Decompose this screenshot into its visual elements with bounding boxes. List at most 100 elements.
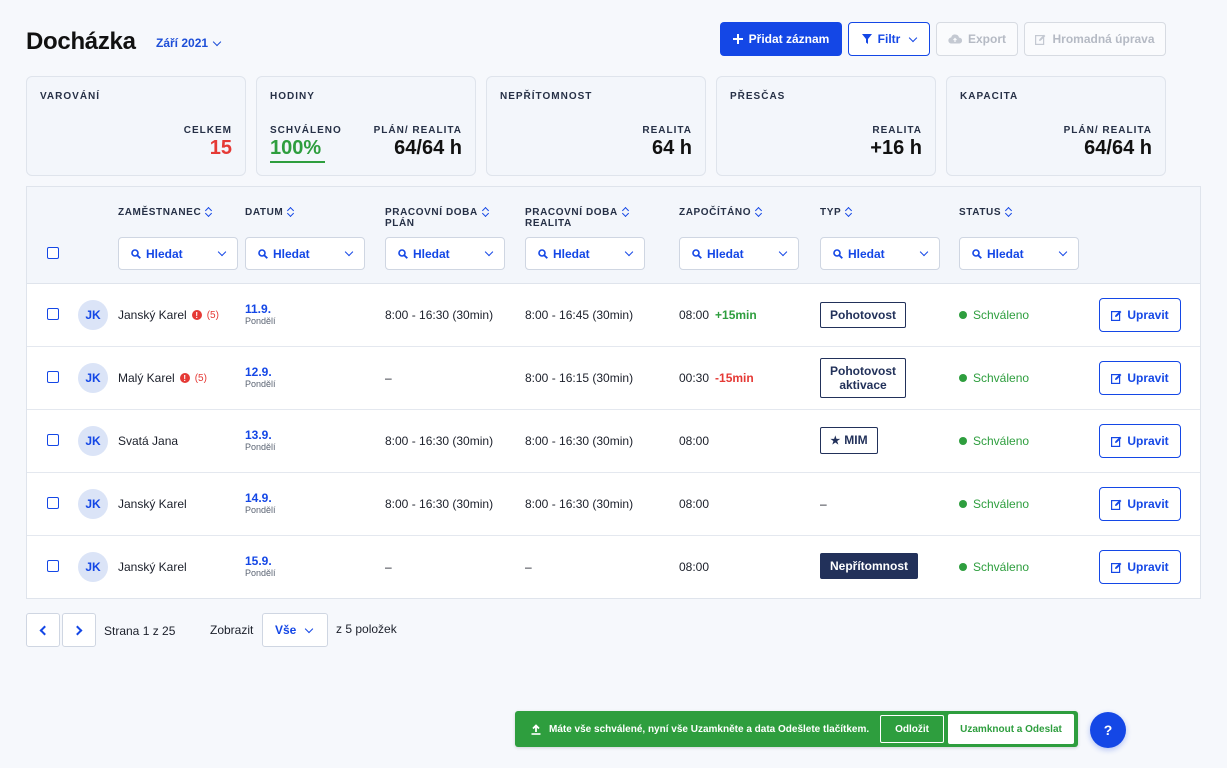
chevron-down-icon bbox=[344, 247, 354, 257]
day-name: Pondělí bbox=[245, 568, 276, 578]
column-status[interactable]: STATUS bbox=[959, 207, 1013, 218]
card-label: CELKEM bbox=[183, 125, 232, 136]
edit-icon bbox=[1035, 34, 1046, 45]
sort-icon bbox=[1005, 207, 1013, 217]
counted-cell: 08:00 +15min bbox=[679, 308, 757, 322]
sort-icon bbox=[755, 207, 763, 217]
warning-icon[interactable]: ! bbox=[179, 373, 190, 383]
counted-search[interactable]: Hledat bbox=[679, 237, 799, 270]
chevron-down-icon bbox=[217, 247, 227, 257]
page-title: Docházka bbox=[26, 28, 136, 55]
period-label: Září 2021 bbox=[156, 36, 209, 50]
chevron-down-icon bbox=[919, 247, 929, 257]
employee-name: Svatá Jana bbox=[118, 434, 179, 448]
column-date-label: DATUM bbox=[245, 207, 284, 218]
date-cell: 12.9. Pondělí bbox=[245, 365, 276, 389]
chevron-down-icon bbox=[305, 624, 314, 633]
search-icon bbox=[258, 248, 268, 259]
filter-button[interactable]: Filtr bbox=[848, 22, 930, 56]
row-checkbox[interactable] bbox=[47, 308, 59, 320]
column-real-label: PRACOVNÍ DOBA bbox=[525, 207, 618, 218]
date-value[interactable]: 14.9. bbox=[245, 491, 272, 505]
next-page-button[interactable] bbox=[62, 613, 96, 647]
date-value[interactable]: 15.9. bbox=[245, 554, 272, 568]
date-value[interactable]: 13.9. bbox=[245, 428, 272, 442]
edit-label: Upravit bbox=[1127, 308, 1169, 322]
status-search[interactable]: Hledat bbox=[959, 237, 1079, 270]
date-cell: 11.9. Pondělí bbox=[245, 302, 276, 326]
row-checkbox[interactable] bbox=[47, 497, 59, 509]
help-button[interactable]: ? bbox=[1090, 712, 1126, 748]
page-size-value: Vše bbox=[275, 623, 297, 637]
type-sublabel: aktivace bbox=[839, 378, 887, 392]
add-record-button[interactable]: Přidat záznam bbox=[720, 22, 842, 56]
search-icon bbox=[692, 248, 702, 259]
type-empty: – bbox=[820, 497, 827, 511]
edit-button[interactable]: Upravit bbox=[1099, 487, 1181, 521]
column-plan-label: PRACOVNÍ DOBA bbox=[385, 207, 478, 218]
employee-name: Malý Karel bbox=[118, 371, 175, 385]
plan-cell: 8:00 - 16:30 (30min) bbox=[385, 308, 494, 322]
row-checkbox[interactable] bbox=[47, 371, 59, 383]
status-dot-icon bbox=[959, 311, 967, 319]
prev-page-button[interactable] bbox=[26, 613, 60, 647]
postpone-button[interactable]: Odložit bbox=[880, 715, 944, 743]
counted-value: 08:00 bbox=[679, 497, 710, 511]
avatar: JK bbox=[78, 363, 108, 393]
column-plan[interactable]: PRACOVNÍ DOBA PLÁN bbox=[385, 207, 490, 229]
column-status-label: STATUS bbox=[959, 207, 1002, 218]
search-placeholder: Hledat bbox=[413, 246, 450, 261]
status-dot-icon bbox=[959, 500, 967, 508]
sort-icon bbox=[205, 207, 213, 217]
type-badge: Pohotovost aktivace bbox=[820, 358, 906, 398]
avatar: JK bbox=[78, 300, 108, 330]
row-checkbox[interactable] bbox=[47, 434, 59, 446]
search-icon bbox=[972, 248, 982, 259]
help-icon: ? bbox=[1103, 722, 1113, 738]
type-badge: Pohotovost bbox=[820, 302, 906, 328]
chevron-down-icon bbox=[778, 247, 788, 257]
edit-button[interactable]: Upravit bbox=[1099, 550, 1181, 584]
warnings-total: 15 bbox=[209, 137, 232, 159]
warning-icon[interactable]: ! bbox=[191, 310, 202, 320]
search-icon bbox=[398, 248, 408, 259]
column-date[interactable]: DATUM bbox=[245, 207, 295, 218]
sort-icon bbox=[482, 207, 490, 217]
column-type[interactable]: TYP bbox=[820, 207, 853, 218]
date-value[interactable]: 11.9. bbox=[245, 302, 272, 316]
edit-button[interactable]: Upravit bbox=[1099, 361, 1181, 395]
period-selector[interactable]: Září 2021 bbox=[156, 36, 222, 50]
column-employee[interactable]: ZAMĚSTNANEC bbox=[118, 207, 213, 218]
real-cell: 8:00 - 16:30 (30min) bbox=[525, 497, 634, 511]
column-real[interactable]: PRACOVNÍ DOBA REALITA bbox=[525, 207, 630, 229]
column-counted[interactable]: ZAPOČÍTÁNO bbox=[679, 207, 763, 218]
employee-search[interactable]: Hledat bbox=[118, 237, 238, 270]
select-all-checkbox[interactable] bbox=[47, 247, 59, 259]
plan-cell: – bbox=[385, 560, 392, 574]
export-button[interactable]: Export bbox=[936, 22, 1018, 56]
star-icon: ★ bbox=[830, 435, 841, 447]
plan-cell: 8:00 - 16:30 (30min) bbox=[385, 497, 494, 511]
bulk-edit-label: Hromadná úprava bbox=[1052, 32, 1155, 46]
column-real-sublabel: REALITA bbox=[525, 218, 572, 229]
row-checkbox[interactable] bbox=[47, 560, 59, 572]
real-search[interactable]: Hledat bbox=[525, 237, 645, 270]
date-search[interactable]: Hledat bbox=[245, 237, 365, 270]
warning-count: (5) bbox=[194, 372, 207, 384]
edit-button[interactable]: Upravit bbox=[1099, 298, 1181, 332]
lock-send-button[interactable]: Uzamknout a Odeslat bbox=[948, 714, 1074, 744]
date-value[interactable]: 12.9. bbox=[245, 365, 272, 379]
real-cell: 8:00 - 16:30 (30min) bbox=[525, 434, 634, 448]
employee-name: Janský Karel bbox=[118, 497, 187, 511]
day-name: Pondělí bbox=[245, 316, 276, 326]
card-title: KAPACITA bbox=[960, 91, 1019, 102]
bulk-edit-button[interactable]: Hromadná úprava bbox=[1024, 22, 1166, 56]
page-size-select[interactable]: Vše bbox=[262, 613, 328, 647]
edit-label: Upravit bbox=[1127, 497, 1169, 511]
edit-button[interactable]: Upravit bbox=[1099, 424, 1181, 458]
plan-search[interactable]: Hledat bbox=[385, 237, 505, 270]
type-search[interactable]: Hledat bbox=[820, 237, 940, 270]
real-cell: 8:00 - 16:45 (30min) bbox=[525, 308, 634, 322]
status-cell: Schváleno bbox=[959, 308, 1029, 322]
status-cell: Schváleno bbox=[959, 497, 1029, 511]
